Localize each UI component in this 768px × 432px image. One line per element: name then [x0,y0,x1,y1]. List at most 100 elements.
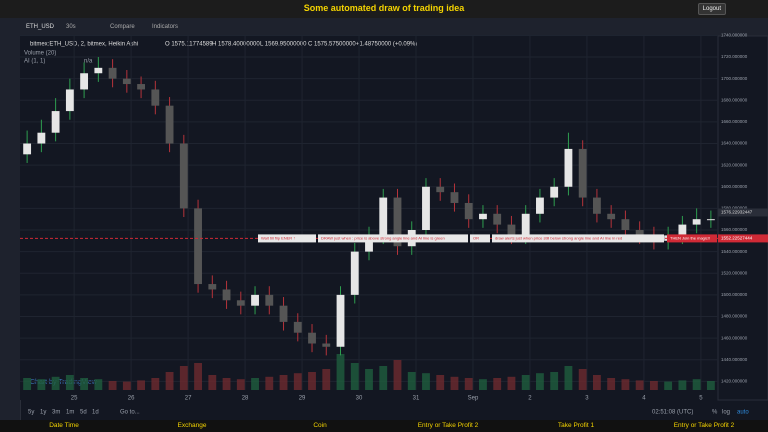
candle-body [365,235,373,252]
compare[interactable]: Compare [110,24,135,30]
y-tick-label: 1660.000000 [721,119,748,124]
last-price-box [718,208,768,217]
annotation-box [667,234,717,243]
candle-body [51,111,60,133]
range-button[interactable]: 1d [92,410,99,416]
candle-body [265,294,274,306]
volume-bar [678,380,687,390]
range-button[interactable]: 3m [52,410,60,416]
chart: bitmex:ETH_USD, 2, bitmex, Heikin Ashi O… [20,33,768,416]
volume-bar [37,379,46,390]
volume-bar [593,375,601,390]
volume-bar [251,378,259,390]
annotation: draw alerts just when price still below … [495,235,622,240]
volume-bar [23,378,32,390]
candle-body [493,213,502,225]
status-log[interactable]: log [722,410,730,416]
y-tick-label: 1480.000000 [721,314,748,319]
candle-body [678,224,687,236]
annotation: OR [473,235,479,240]
y-tick-label: 1640.000000 [721,141,748,146]
candle-body [122,78,131,85]
candle-body [251,294,259,306]
volume-bar [379,366,388,390]
volume-bar [621,379,630,390]
candle-body [137,84,145,90]
candle-body [65,89,74,112]
volume-bar [236,379,245,390]
indicators[interactable]: Indicators [152,24,179,30]
candle-body [479,213,487,220]
footer-label: Take Profit 1 [557,422,595,429]
candle-body [436,186,445,193]
range-button[interactable]: Go to... [120,410,140,416]
candle-body [108,67,117,79]
candle-body [37,132,46,144]
range-button[interactable]: 5d [80,410,87,416]
candle-body [564,148,573,187]
volume-bar [179,366,188,390]
volume-bar [692,379,701,390]
status-percent[interactable]: % [712,410,718,416]
candle-body [236,300,245,306]
interval[interactable]: 30s [66,24,76,30]
footer: Date Time Exchange Coin Entry or Take Profi… [0,420,768,432]
volume-bar [493,378,502,390]
volume-bar [464,378,473,390]
legend-volume: Volume (20) [24,51,56,57]
volume-bar [393,360,402,390]
volume-bar [108,381,117,390]
x-tick-label: 26 [128,396,135,402]
volume-bar [208,375,217,390]
range-button[interactable]: 1y [40,410,46,416]
alert-price: 1552.22527444 [721,236,753,241]
last-price: 1576.22932447 [721,210,753,215]
candle-body [179,143,188,209]
volume-bar [706,381,715,390]
volume-bar [265,376,274,390]
volume-bar [293,373,302,390]
candle-body [706,219,715,221]
candle-body [578,148,587,198]
candle-body [279,305,288,322]
candle-body [208,284,217,290]
watermark: Chart by TradingView [30,379,98,386]
volume-bar [51,376,60,390]
footer-label: Entry or Take Profit 2 [673,422,735,429]
range-button[interactable]: 5y [28,410,34,416]
volume-bar [350,363,359,390]
volume-bar [322,369,331,390]
header: Some automated draw of trading idea Logo… [0,0,768,18]
candle-body [550,186,559,198]
volume-bar [365,369,373,390]
y-tick-label: 1540.000000 [721,249,748,254]
legend-close: C 1575.57500000 [308,42,356,48]
candle-body [350,251,359,295]
x-tick-label: Sep [468,396,479,402]
volume-bar [664,381,673,390]
y-tick-label: 1420.000000 [721,379,748,384]
alert-price-box [718,234,768,243]
x-tick-label: 28 [242,396,249,402]
annotation-box [470,234,490,243]
x-tick-label: 29 [299,396,306,402]
volume-bar [578,369,587,390]
candle-body [607,213,616,220]
footer-label: Entry or Take Profit 2 [417,422,479,429]
volume-bar [94,379,103,390]
logout-button[interactable]: Logout [697,3,726,15]
volume-bar [536,373,544,390]
volume-bar [122,381,131,390]
status-auto[interactable]: auto [737,410,749,416]
x-tick-label: 31 [413,396,420,402]
candle-body [308,332,316,344]
annotation: Wait till flip ENER ↑ [261,235,295,240]
volume-bar [279,375,288,390]
candle-body [80,73,89,90]
range-button[interactable]: 1m [66,410,74,416]
legend-symbol: bitmex:ETH_USD, 2, bitmex, Heikin Ashi [30,42,138,48]
volume-bar [65,375,74,390]
symbol[interactable]: ETH_USD [26,24,55,30]
y-tick-label: 1600.000000 [721,184,748,189]
